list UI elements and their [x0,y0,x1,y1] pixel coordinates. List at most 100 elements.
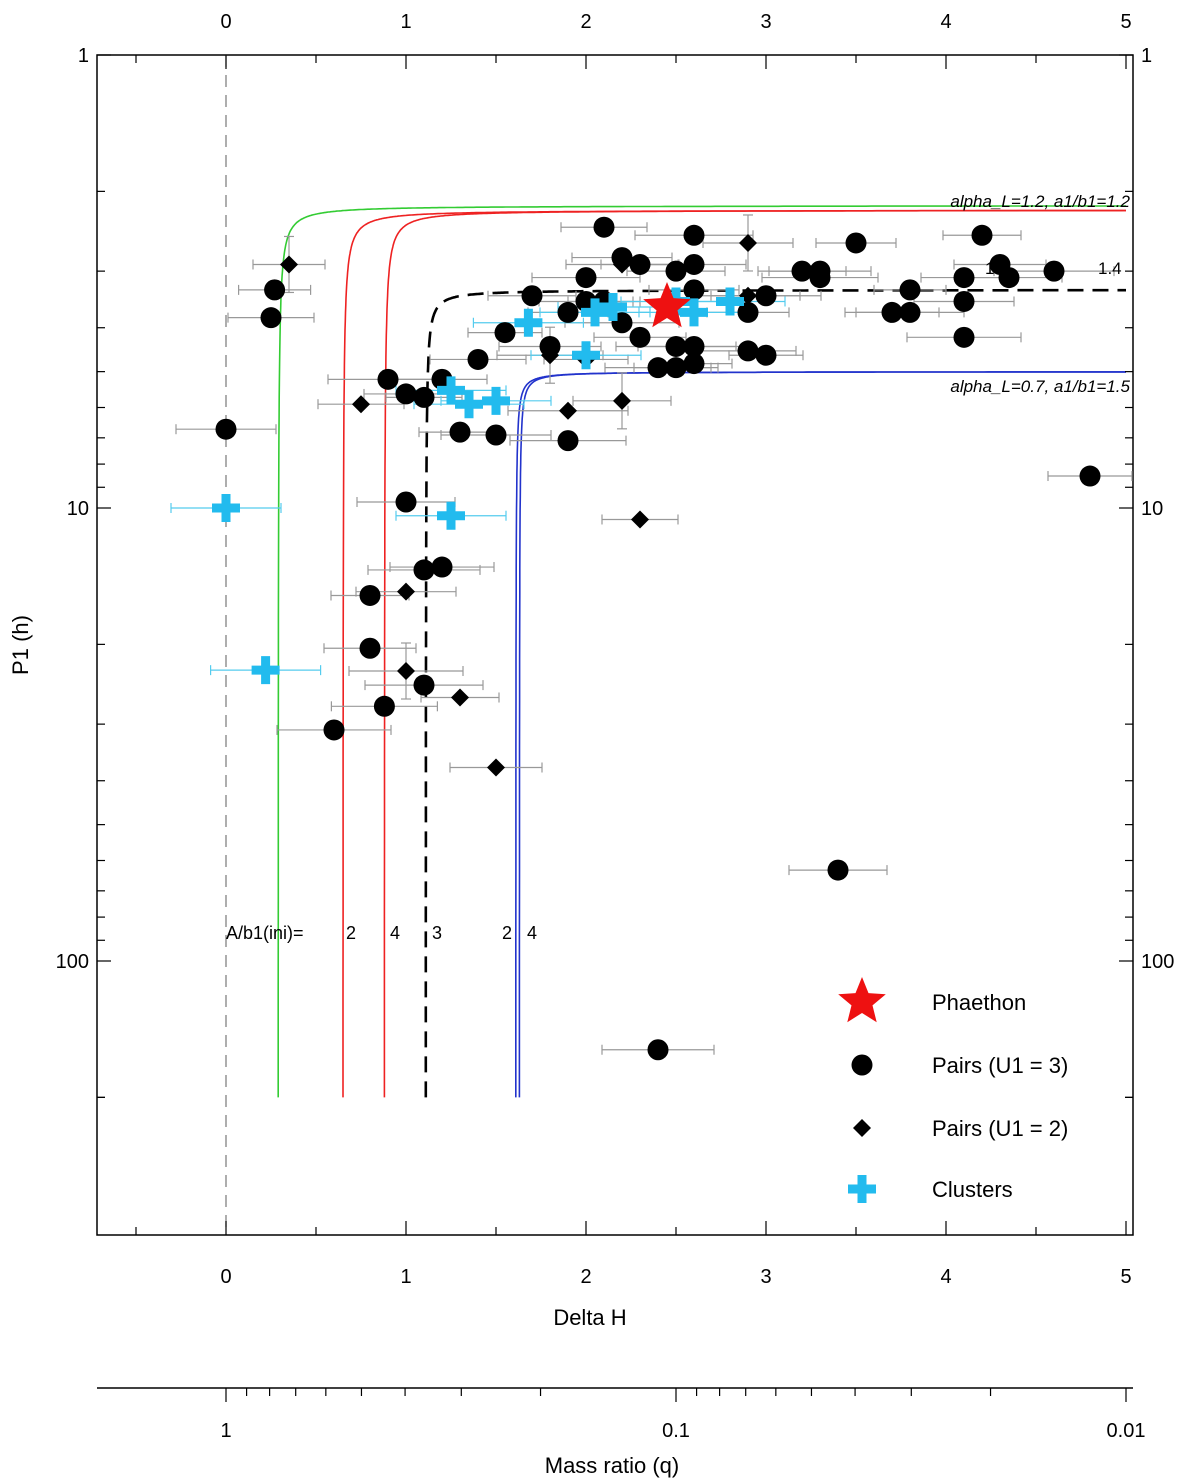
marker-circle-13 [431,556,453,578]
annotation-ratio-label: A/b1(ini)= [226,923,304,943]
annotation-mid-curve-a: 1.0 [985,259,1009,278]
marker-circle-57 [1043,260,1065,282]
marker-circle-40 [737,301,759,323]
x-tick-label-top: 4 [940,11,951,33]
secondary-axis-label-text: Mass ratio (q) [545,1453,679,1478]
marker-diamond-9 [613,391,631,410]
marker-circle-2 [215,418,237,440]
marker-plus-6 [514,308,543,337]
marker-plus-9 [599,293,627,322]
marker-circle-29 [629,253,651,275]
marker-circle-14 [413,674,435,696]
y-axis-label-text: P1 (h) [8,615,33,675]
legend-item-3: Clusters [848,1175,1013,1203]
x-tick-label-top: 0 [220,11,231,33]
marker-circle-58 [1079,465,1101,487]
legend: Phaethon Pairs (U1 = 3) Pairs (U1 = 2) Clus… [838,977,1068,1203]
marker-circle-35 [683,335,705,357]
marker-circle-21 [557,430,579,452]
secondary-tick-label: 1 [220,1420,231,1442]
curve-blue-2 [514,371,1126,1098]
marker-circle-49 [899,301,921,323]
marker-diamond-4 [451,688,469,707]
legend-label: Pairs (U1 = 2) [932,1116,1068,1141]
plot-border [96,54,1134,1236]
marker-circle-48 [881,301,903,323]
marker-circle-41 [737,340,759,362]
data-markers [212,216,1101,1061]
marker-circle-59 [827,859,849,881]
legend-label: Pairs (U1 = 3) [932,1053,1068,1078]
y-tick-label-left: 100 [56,951,89,973]
curve-red-4 [383,209,1126,1098]
y-tick-label-right: 100 [1141,951,1174,973]
marker-diamond-1 [352,395,370,414]
legend-marker-circle [851,1054,873,1076]
model-curves [277,205,1127,1098]
x-tick-label-bottom: 3 [760,1266,771,1288]
marker-circle-53 [953,326,975,348]
annotation-lower-curve: alpha_L=0.7, a1/b1=1.5 [950,377,1130,396]
marker-circle-51 [953,267,975,289]
y-axis-label: P1 (h) [8,615,33,675]
marker-circle-47 [845,232,867,254]
marker-plus-12 [716,287,744,316]
curve-blue-4 [518,371,1126,1098]
marker-circle-22 [557,301,579,323]
legend-marker-star [838,977,886,1023]
marker-plus-2 [437,376,465,405]
secondary-tick-label: 0.01 [1107,1420,1146,1442]
x-tick-label-top: 5 [1120,11,1131,33]
secondary-axis-label: Mass ratio (q) [545,1453,679,1478]
curve-green [277,205,1126,1098]
marker-star-0 [643,282,691,328]
legend-item-0: Phaethon [838,977,1026,1023]
marker-circle-17 [485,424,507,446]
x-tick-label-bottom: 5 [1120,1266,1131,1288]
marker-circle-39 [683,224,705,246]
marker-diamond-7 [559,401,577,420]
secondary-tick-label: 0.1 [662,1420,690,1442]
marker-diamond-5 [487,758,505,777]
marker-circle-50 [899,279,921,301]
marker-plus-0 [212,494,240,522]
marker-circle-1 [260,307,282,329]
marker-circle-8 [395,383,417,405]
marker-plus-3 [455,390,483,419]
marker-plus-1 [251,656,280,685]
marker-circle-54 [971,224,993,246]
marker-plus-11 [680,298,708,327]
ratio-value-3: 2 [502,923,512,943]
x-tick-label-bottom: 1 [400,1266,411,1288]
marker-circle-60 [647,1039,669,1061]
marker-circle-24 [575,267,597,289]
x-tick-label-bottom: 0 [220,1266,231,1288]
x-axis-label: Delta H [553,1305,626,1330]
y-tick-label-right: 10 [1141,498,1163,520]
marker-circle-46 [809,267,831,289]
legend-label: Phaethon [932,990,1026,1015]
marker-circle-38 [683,253,705,275]
marker-circle-26 [593,216,615,238]
marker-circle-7 [377,368,399,390]
legend-item-1: Pairs (U1 = 3) [851,1053,1068,1078]
marker-diamond-11 [631,510,649,529]
marker-diamond-2 [397,582,415,601]
legend-marker-diamond [853,1119,871,1137]
marker-diamond-3 [397,662,415,681]
marker-circle-33 [665,357,687,379]
marker-circle-43 [755,344,777,366]
marker-circle-18 [494,322,516,344]
annotation-upper-curve: alpha_L=1.2, a1/b1=1.2 [950,192,1130,211]
x-tick-label-bottom: 2 [580,1266,591,1288]
x-tick-label-top: 1 [400,11,411,33]
ratio-value-2: 3 [432,923,442,943]
legend-label: Clusters [932,1177,1013,1202]
legend-item-2: Pairs (U1 = 2) [853,1116,1068,1141]
marker-diamond-12 [739,233,757,252]
ratio-value-1: 4 [390,923,400,943]
marker-circle-37 [683,279,705,301]
marker-circle-4 [359,584,381,606]
